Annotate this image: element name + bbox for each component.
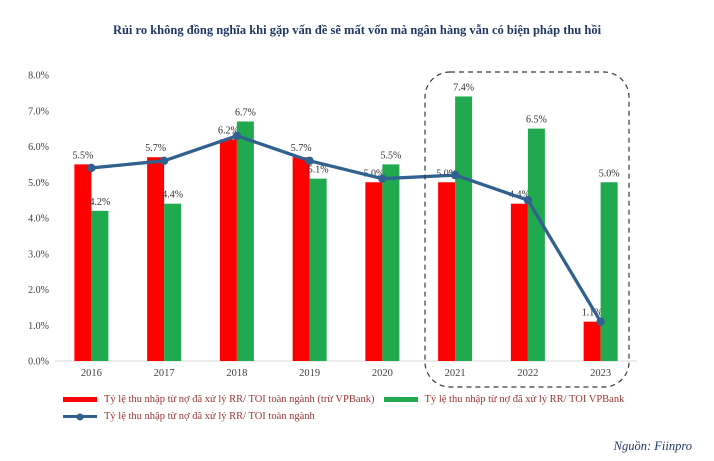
legend-row-1: Tỷ lệ thu nhập từ nợ đã xử lý RR/ TOI to… [63, 391, 624, 408]
y-tick-label: 1.0% [28, 321, 49, 332]
bar-industry-ex-vpbank [292, 157, 310, 361]
x-tick-label: 2017 [154, 368, 175, 379]
line-marker-icon [378, 174, 387, 183]
bar-industry-ex-vpbank [219, 139, 237, 361]
bar-industry-ex-vpbank [583, 321, 601, 361]
bar-industry-ex-vpbank [510, 203, 528, 361]
y-tick-label: 7.0% [28, 106, 49, 117]
bar-vpbank [455, 96, 473, 361]
x-tick-label: 2022 [517, 368, 538, 379]
legend-label-industry-ex-vpbank: Tỷ lệ thu nhập từ nợ đã xử lý RR/ TOI to… [104, 394, 375, 405]
bar-label-green: 6.5% [526, 115, 547, 126]
legend-label-industry: Tỷ lệ thu nhập từ nợ đã xử lý RR/ TOI to… [104, 411, 315, 422]
line-marker-icon [159, 156, 169, 165]
legend-row-2: Tỷ lệ thu nhập từ nợ đã xử lý RR/ TOI to… [63, 408, 624, 425]
legend-swatch-line [63, 413, 97, 420]
bar-vpbank [309, 178, 327, 361]
line-marker-icon [305, 156, 314, 165]
bar-vpbank [600, 182, 618, 361]
bar-vpbank [236, 121, 254, 361]
y-tick-label: 6.0% [28, 142, 49, 153]
legend-swatch-red-bar [63, 397, 97, 402]
bar-label-red: 5.7% [145, 143, 166, 154]
bar-label-red: 5.5% [72, 150, 93, 161]
line-industry [91, 134, 603, 323]
bar-vpbank [164, 203, 182, 361]
bar-industry-ex-vpbank [147, 157, 165, 361]
bar-industry-ex-vpbank [438, 182, 456, 361]
line-marker-icon [232, 131, 242, 140]
bar-label-green: 6.7% [235, 107, 256, 118]
x-tick-label: 2016 [81, 368, 102, 379]
y-tick-label: 8.0% [28, 71, 49, 82]
bar-label-red: 5.7% [291, 143, 312, 154]
bar-label-red: 6.2% [218, 125, 239, 136]
bar-label-red: 4.4% [509, 190, 530, 201]
y-tick-label: 0.0% [28, 357, 49, 368]
bar-industry-ex-vpbank [365, 182, 383, 361]
y-tick-label: 4.0% [28, 214, 49, 225]
bar-industry-ex-vpbank [74, 164, 92, 361]
y-tick-label: 5.0% [28, 178, 49, 189]
bar-label-green: 5.0% [599, 168, 620, 179]
x-tick-label: 2021 [445, 368, 466, 379]
bar-vpbank [91, 210, 109, 361]
bar-vpbank [527, 128, 545, 361]
x-tick-label: 2020 [372, 368, 393, 379]
bar-label-green: 4.2% [89, 197, 110, 208]
x-tick-label: 2018 [226, 368, 247, 379]
x-tick-label: 2023 [590, 368, 611, 379]
legend-label-vpbank: Tỷ lệ thu nhập từ nợ đã xử lý RR/ TOI VP… [424, 394, 625, 405]
line-marker-icon [523, 195, 533, 205]
y-tick-label: 3.0% [28, 249, 49, 260]
chart-title: Rủi ro không đồng nghĩa khi gặp vấn đề s… [112, 23, 602, 37]
line-marker-icon [596, 317, 605, 326]
legend-line-marker-icon [76, 413, 84, 420]
bar-label-green: 5.5% [380, 150, 401, 161]
legend: Tỷ lệ thu nhập từ nợ đã xử lý RR/ TOI to… [63, 391, 624, 425]
bar-label-green: 7.4% [453, 82, 474, 93]
bar-vpbank [382, 164, 400, 361]
bar-label-red: 1.1% [582, 308, 603, 319]
bar-label-green: 4.4% [162, 190, 183, 201]
highlight-box-2021-2023 [424, 71, 630, 388]
line-marker-icon [450, 170, 460, 180]
bar-label-red: 5.0% [436, 168, 457, 179]
source-note: Nguồn: Fiinpro [613, 439, 692, 453]
bar-label-green: 5.1% [308, 165, 329, 176]
x-tick-label: 2019 [299, 368, 320, 379]
y-tick-label: 2.0% [28, 285, 49, 296]
line-marker-icon [87, 163, 96, 173]
bar-label-red: 5.0% [363, 168, 384, 179]
legend-swatch-green-bar [383, 397, 418, 402]
